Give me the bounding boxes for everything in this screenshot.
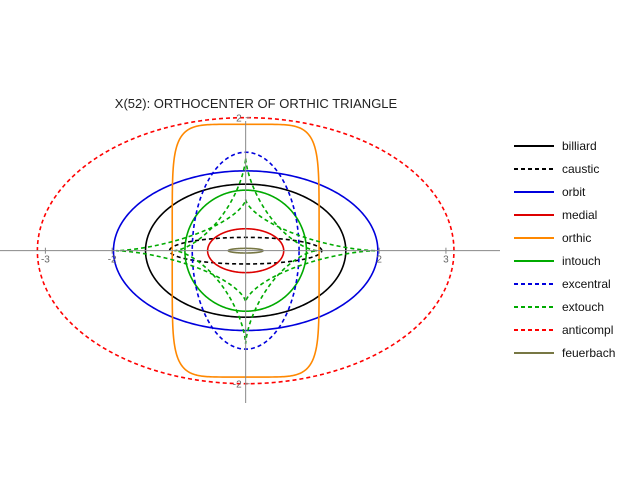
series-curve-caustic [168,236,323,265]
legend-label: intouch [562,254,601,268]
legend-item-medial: medial [514,208,597,222]
legend-label: feuerbach [562,346,615,360]
y-tick-label: -2 [233,380,242,391]
legend-item-extouch: extouch [514,300,604,314]
legend-label: caustic [562,162,599,176]
x-tick-label: 2 [376,255,382,266]
legend-label: medial [562,208,597,222]
legend-item-orthic: orthic [514,231,591,245]
legend-label: excentral [562,277,611,291]
legend-label: anticompl [562,323,613,337]
y-tick-label: 2 [236,114,242,125]
legend-label: extouch [562,300,604,314]
legend-item-feuerbach: feuerbach [514,346,615,360]
legend-label: billiard [562,139,597,153]
axes: -3 -2 2 3 2 -2 [0,114,500,403]
legend-label: orthic [562,231,591,245]
chart-title: X(52): ORTHOCENTER OF ORTHIC TRIANGLE [115,96,398,111]
legend-item-anticompl: anticompl [514,323,613,337]
series-curve-excentral [191,151,300,350]
x-tick-label: -2 [108,255,117,266]
legend-item-excentral: excentral [514,277,611,291]
x-tick-label: 3 [443,255,449,266]
legend-item-billiard: billiard [514,139,597,153]
legend-label: orbit [562,185,586,199]
legend-item-orbit: orbit [514,185,586,199]
legend: billiard caustic orbit medial orthic intouch e… [514,139,615,360]
x-tick-label: -3 [41,255,50,266]
legend-item-intouch: intouch [514,254,601,268]
legend-item-caustic: caustic [514,162,599,176]
